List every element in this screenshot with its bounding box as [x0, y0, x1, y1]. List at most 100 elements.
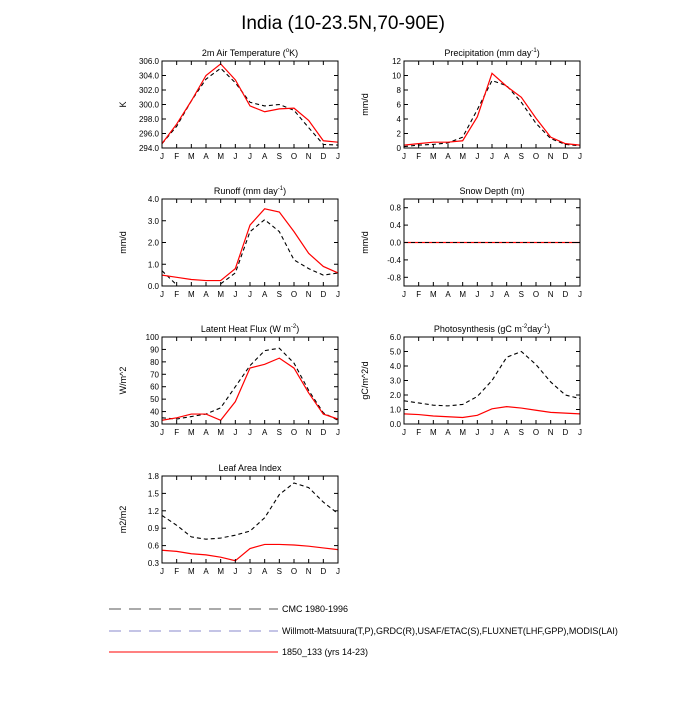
y-tick-label: 1.0: [390, 406, 402, 415]
y-tick-label: 0.4: [390, 221, 402, 230]
x-tick-label: D: [562, 152, 568, 161]
y-tick-label: 0.3: [148, 559, 160, 568]
y-tick-label: 10: [392, 72, 401, 81]
y-tick-label: 12: [392, 57, 401, 66]
x-tick-label: J: [248, 290, 252, 299]
legend-item-1: CMC 1980-1996: [109, 604, 348, 614]
y-tick-label: 30: [150, 420, 159, 429]
x-tick-label: J: [336, 290, 340, 299]
x-tick-label: D: [320, 567, 326, 576]
series-line-obs: [404, 350, 580, 407]
y-tick-label: 3.0: [148, 217, 160, 226]
x-tick-label: J: [248, 152, 252, 161]
y-tick-label: 1.5: [148, 489, 160, 498]
x-tick-label: J: [336, 428, 340, 437]
x-tick-label: J: [160, 290, 164, 299]
x-tick-label: M: [188, 290, 195, 299]
x-tick-label: M: [430, 428, 437, 437]
plot-frame: [161, 475, 339, 564]
y-tick-label: 4.0: [148, 195, 160, 204]
x-tick-label: M: [459, 152, 466, 161]
x-tick-label: F: [416, 428, 421, 437]
series-line-obs: [162, 218, 338, 286]
x-tick-label: J: [233, 290, 237, 299]
x-tick-label: J: [336, 152, 340, 161]
plot-frame: [161, 336, 339, 425]
x-tick-label: J: [336, 567, 340, 576]
x-tick-label: J: [233, 567, 237, 576]
x-tick-label: M: [459, 290, 466, 299]
x-tick-label: M: [217, 428, 224, 437]
series-line-obs: [162, 347, 338, 421]
panel-5: Latent Heat Flux (W m-2) W/m^2 30 40 50 60 70 8…: [118, 324, 340, 437]
x-tick-label: F: [416, 290, 421, 299]
x-tick-label: F: [174, 567, 179, 576]
legend-label: CMC 1980-1996: [282, 604, 348, 614]
panel-1: 2m Air Temperature (oK) K 294.0 296.0 298.0 3…: [118, 48, 340, 161]
x-tick-label: A: [504, 152, 510, 161]
x-tick-label: D: [320, 428, 326, 437]
y-tick-label: 5.0: [390, 348, 402, 357]
panel-6: Photosynthesis (gC m-2day-1) gC/m^2/d 0.0 1…: [360, 324, 582, 437]
y-tick-label: 60: [150, 383, 159, 392]
x-tick-label: J: [248, 567, 252, 576]
y-tick-label: 298.0: [139, 115, 160, 124]
panel-title-text: ): [296, 324, 299, 334]
series-line-obs: [162, 67, 338, 146]
panel-title-text: Photosynthesis (gC m: [434, 324, 522, 334]
x-tick-label: J: [402, 290, 406, 299]
y-tick-label: 304.0: [139, 72, 160, 81]
x-tick-label: A: [203, 428, 209, 437]
series-line-model: [162, 208, 338, 282]
x-tick-label: D: [562, 428, 568, 437]
y-tick-label: 40: [150, 408, 159, 417]
x-tick-label: S: [277, 290, 282, 299]
y-tick-label: 306.0: [139, 57, 160, 66]
y-tick-label: 1.0: [148, 260, 160, 269]
x-tick-label: O: [291, 152, 297, 161]
x-tick-label: N: [548, 290, 554, 299]
y-tick-label: 1.2: [148, 507, 160, 516]
panel-title-superscript: -2: [291, 324, 297, 330]
x-tick-label: J: [160, 428, 164, 437]
y-tick-label: 6: [397, 101, 402, 110]
y-tick-label: 2.0: [390, 391, 402, 400]
y-axis-label: mm/d: [118, 231, 128, 254]
x-tick-label: J: [248, 428, 252, 437]
x-tick-label: M: [217, 152, 224, 161]
panel-title-text: Runoff (mm day: [214, 186, 278, 196]
x-tick-label: S: [519, 428, 524, 437]
panel-title: Latent Heat Flux (W m-2): [201, 324, 299, 334]
y-tick-label: 1.8: [148, 472, 160, 481]
x-tick-label: A: [504, 290, 510, 299]
x-tick-label: A: [445, 152, 451, 161]
x-tick-label: A: [262, 428, 268, 437]
panels: 2m Air Temperature (oK) K 294.0 296.0 298.0 3…: [118, 48, 582, 576]
y-tick-label: 4: [397, 115, 402, 124]
y-tick-label: 0.8: [390, 204, 402, 213]
x-tick-label: J: [160, 152, 164, 161]
x-tick-label: J: [475, 290, 479, 299]
panel-title: Photosynthesis (gC m-2day-1): [434, 324, 550, 334]
x-tick-label: J: [475, 152, 479, 161]
legend-item-2: Willmott-Matsuura(T,P),GRDC(R),USAF/ETAC…: [109, 626, 618, 636]
y-tick-label: 0.9: [148, 524, 160, 533]
y-tick-label: -0.8: [387, 273, 401, 282]
x-tick-label: N: [306, 290, 312, 299]
y-tick-label: 0.0: [390, 420, 402, 429]
series-line-model: [404, 72, 580, 146]
x-tick-label: N: [306, 567, 312, 576]
series-line-model: [162, 543, 338, 562]
y-tick-label: 50: [150, 395, 159, 404]
x-tick-label: J: [490, 290, 494, 299]
x-tick-label: F: [174, 428, 179, 437]
x-tick-label: F: [174, 152, 179, 161]
y-tick-label: 100: [146, 333, 160, 342]
panel-title-text: ): [537, 48, 540, 58]
legend-item-3: 1850_133 (yrs 14-23): [109, 647, 368, 657]
figure-title: India (10-23.5N,70-90E): [241, 13, 445, 34]
panel-title: Precipitation (mm day-1): [444, 48, 539, 58]
x-tick-label: N: [306, 152, 312, 161]
